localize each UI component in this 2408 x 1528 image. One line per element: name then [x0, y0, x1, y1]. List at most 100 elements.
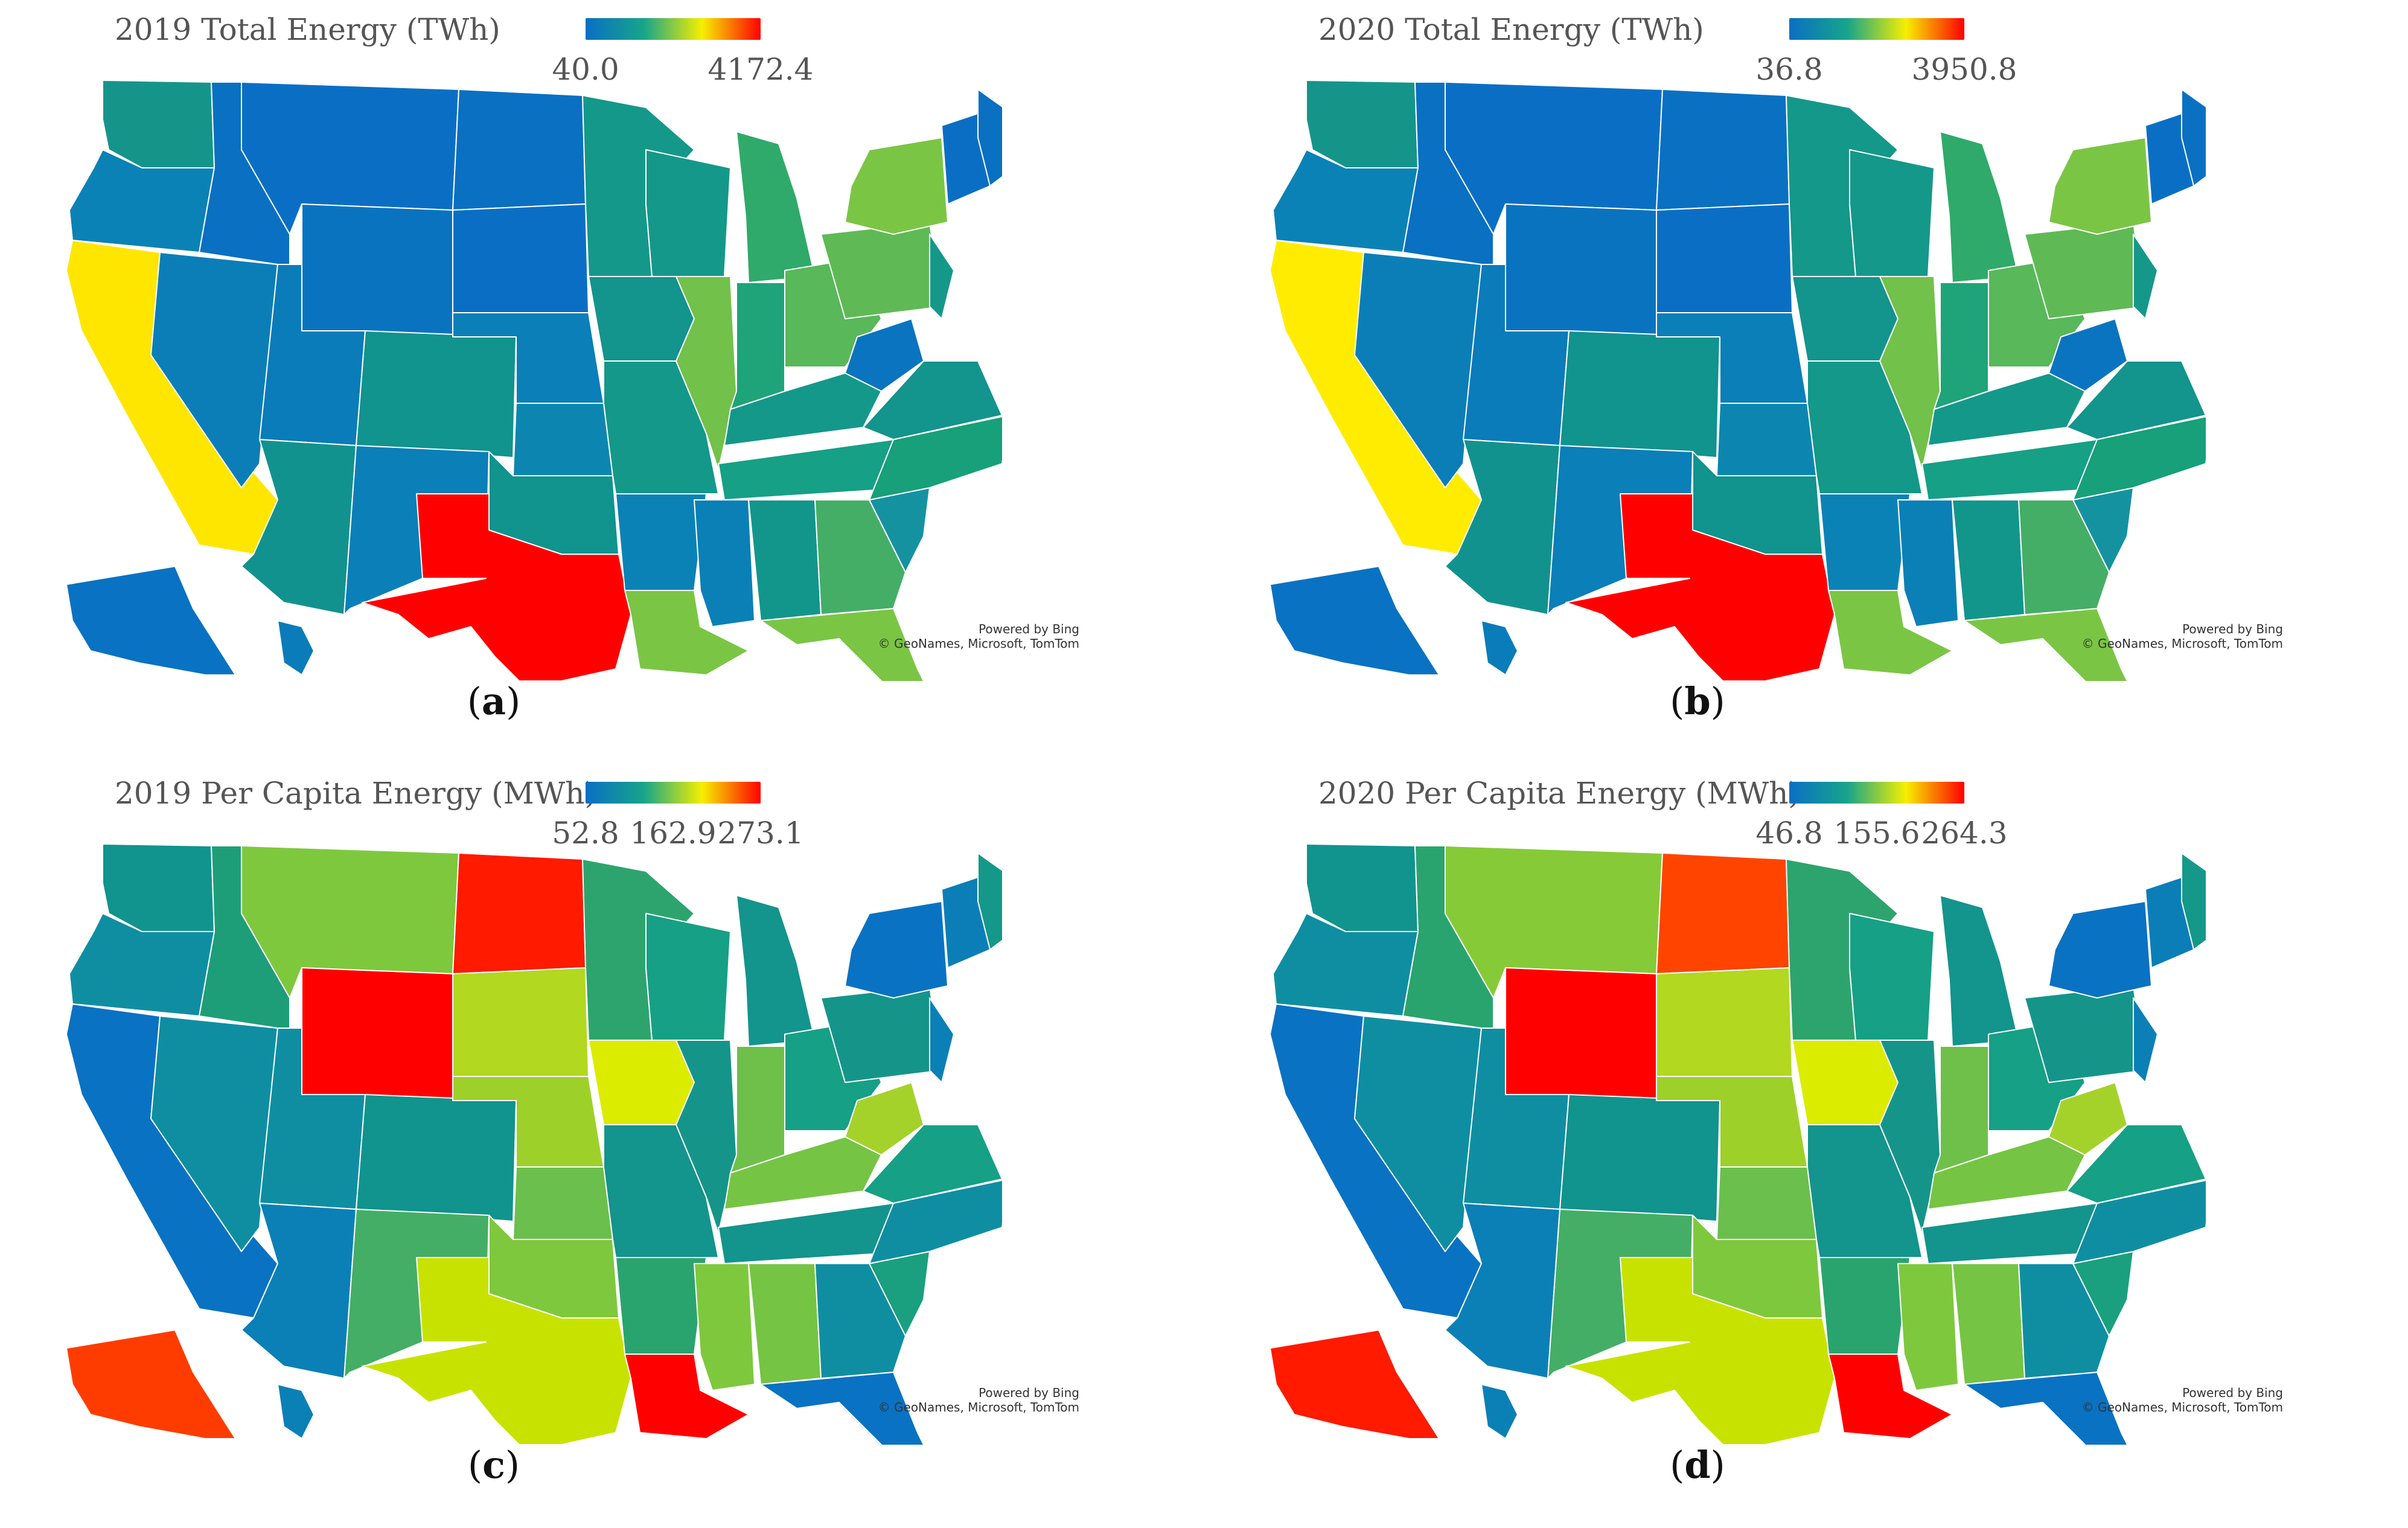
state-wi	[645, 149, 731, 277]
state-fl	[1964, 608, 2129, 681]
map-panel-a: 2019 Total Energy (TWh) 40.0 4172.4 Powe…	[0, 0, 1204, 764]
state-ia	[1792, 276, 1899, 362]
map-title: 2019 Total Energy (TWh)	[115, 12, 500, 47]
state-me	[2181, 852, 2206, 950]
state-al	[748, 1263, 822, 1385]
caption-letter: b	[1684, 679, 1711, 723]
state-sd	[452, 203, 589, 313]
state-ks	[513, 403, 613, 476]
state-or	[69, 149, 215, 253]
state-ga	[2018, 1263, 2110, 1379]
state-wa	[102, 80, 215, 168]
state-mi	[736, 131, 816, 283]
state-or	[1273, 913, 1419, 1017]
map-panel-c: 2019 Per Capita Energy (MWh) 52.8 162.9 …	[0, 764, 1204, 1527]
state-nd	[1656, 89, 1790, 211]
color-scale-bar	[1789, 782, 1964, 804]
copyright-notice: © GeoNames, Microsoft, TomTom	[878, 636, 1079, 651]
state-nj	[929, 234, 954, 319]
map-attribution: Powered by Bing © GeoNames, Microsoft, T…	[2082, 1386, 2283, 1415]
caption-open-paren: (	[1670, 1443, 1685, 1487]
state-wi	[1849, 149, 1935, 277]
caption-open-paren: (	[467, 1443, 483, 1487]
state-wy	[1505, 203, 1657, 337]
state-ms	[694, 499, 755, 627]
state-ny	[2048, 137, 2152, 235]
state-nd	[1656, 852, 1790, 974]
state-ga	[814, 1263, 906, 1379]
state-ia	[588, 276, 695, 362]
map-attribution: Powered by Bing © GeoNames, Microsoft, T…	[878, 622, 1079, 651]
state-la	[1828, 1354, 1953, 1439]
map-panel-d: 2020 Per Capita Energy (MWh) 46.8 155.6 …	[1204, 764, 2407, 1527]
state-ia	[588, 1040, 695, 1125]
map-panel-b: 2020 Total Energy (TWh) 36.8 3950.8 Powe…	[1204, 0, 2407, 764]
state-il	[675, 1040, 737, 1234]
state-wi	[1849, 913, 1935, 1041]
state-ks	[513, 1166, 613, 1240]
state-mi	[1940, 895, 2019, 1047]
scale-max-label: 4172.4	[707, 52, 814, 87]
state-co	[356, 1094, 517, 1222]
panel-caption: (b)	[1670, 679, 1725, 723]
state-va	[2066, 1124, 2206, 1204]
state-in	[730, 1046, 785, 1174]
copyright-notice: © GeoNames, Microsoft, TomTom	[2081, 636, 2283, 651]
state-al	[1952, 1263, 2025, 1385]
state-wv	[845, 318, 924, 392]
state-ny	[2048, 901, 2152, 999]
state-ms	[1897, 1263, 1959, 1391]
state-fl	[760, 1372, 925, 1445]
copyright-notice: © GeoNames, Microsoft, TomTom	[878, 1400, 1079, 1415]
state-nc	[869, 416, 1002, 500]
map-title: 2020 Per Capita Energy (MWh)	[1318, 776, 1800, 811]
us-states-map	[1269, 843, 2206, 1445]
state-al	[748, 499, 822, 621]
state-ar	[615, 493, 707, 591]
scale-max-label: 3950.8	[1911, 52, 2017, 87]
state-wa	[102, 843, 215, 932]
panel-caption: (c)	[468, 1443, 520, 1487]
panel-caption: (a)	[467, 679, 521, 723]
state-nv	[1354, 1015, 1482, 1252]
state-hi	[277, 620, 315, 676]
caption-close-paren: )	[1710, 1443, 1725, 1487]
color-scale-bar	[586, 18, 761, 40]
state-wv	[2048, 318, 2128, 392]
state-tx	[1565, 493, 1835, 681]
state-ga	[2018, 499, 2110, 615]
state-hi	[1481, 620, 1518, 676]
scale-mid-label: 162.9	[630, 816, 717, 851]
state-co	[1559, 1094, 1720, 1222]
color-scale-bar	[1789, 18, 1964, 40]
state-ia	[1792, 1040, 1899, 1125]
state-ar	[615, 1257, 707, 1355]
state-tx	[362, 1257, 631, 1445]
state-ms	[1897, 499, 1959, 627]
caption-letter: d	[1684, 1443, 1711, 1487]
scale-min-label: 36.8	[1755, 52, 1823, 87]
state-sd	[1656, 203, 1793, 313]
state-me	[977, 852, 1002, 950]
state-tx	[1565, 1257, 1835, 1445]
state-hi	[277, 1384, 315, 1439]
powered-by-bing: Powered by Bing	[979, 622, 1079, 636]
state-co	[356, 330, 517, 458]
state-va	[2066, 360, 2206, 440]
us-states-map	[66, 80, 1002, 681]
state-il	[1879, 1040, 1941, 1234]
state-nj	[2133, 997, 2158, 1083]
state-nd	[452, 852, 586, 974]
state-ar	[1819, 1257, 1911, 1355]
map-title: 2019 Per Capita Energy (MWh)	[115, 776, 596, 811]
state-ks	[1716, 403, 1817, 476]
state-nj	[2133, 234, 2158, 319]
state-nd	[452, 89, 586, 211]
state-wy	[301, 967, 453, 1101]
state-nv	[150, 1015, 278, 1252]
state-la	[1828, 590, 1953, 676]
scale-mid-label: 155.6	[1833, 816, 1920, 851]
state-nc	[869, 1180, 1002, 1264]
caption-close-paren: )	[506, 679, 521, 723]
state-wa	[1306, 843, 1419, 932]
